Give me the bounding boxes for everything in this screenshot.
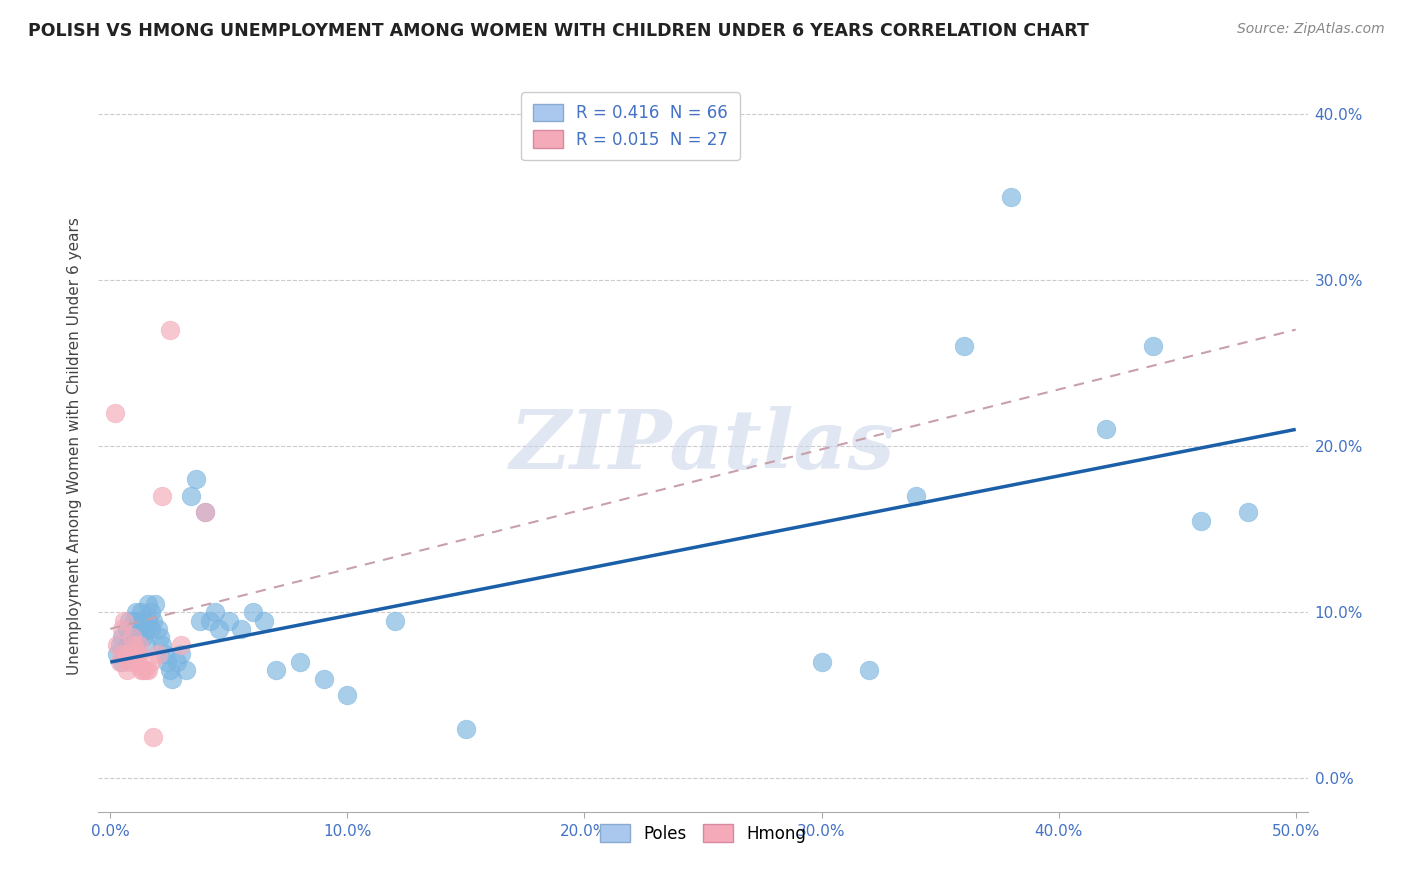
Point [253,614,276,628]
Point [136,614,159,628]
Point [114,647,136,661]
Point [198,614,221,628]
Point [111,630,134,644]
Point [132,664,155,678]
Point [115,664,138,678]
Point [125,605,148,619]
Point [118,614,141,628]
Point [190,614,212,628]
Point [229,622,252,636]
Point [135,622,157,636]
Point [114,614,136,628]
Point [810,655,832,669]
Point [139,622,162,636]
Point [115,639,138,653]
Point [135,639,157,653]
Point [159,664,181,678]
Point [121,639,143,653]
Point [160,672,183,686]
Point [208,622,231,636]
Text: ZIPatlas: ZIPatlas [510,406,896,486]
Point [118,655,141,669]
Point [159,323,181,337]
Point [384,614,406,628]
Point [152,489,174,503]
Point [122,639,145,653]
Point [118,630,141,644]
Point [170,647,193,661]
Point [139,655,162,669]
Point [111,622,134,636]
Point [1095,422,1118,436]
Point [142,730,165,744]
Point [142,614,165,628]
Point [149,630,172,644]
Point [121,630,143,644]
Point [105,647,128,661]
Point [152,639,174,653]
Point [111,655,134,669]
Legend: Poles, Hmong: Poles, Hmong [592,816,814,851]
Point [204,605,226,619]
Point [180,489,202,503]
Point [122,647,145,661]
Point [264,664,287,678]
Point [121,647,143,661]
Point [129,605,152,619]
Point [135,664,157,678]
Point [104,406,127,420]
Point [125,639,148,653]
Point [218,614,240,628]
Point [111,647,134,661]
Point [905,489,928,503]
Point [1142,339,1164,353]
Text: Source: ZipAtlas.com: Source: ZipAtlas.com [1237,22,1385,37]
Point [143,597,166,611]
Point [1189,514,1212,528]
Point [122,614,145,628]
Point [194,506,217,520]
Point [115,647,138,661]
Point [139,605,162,619]
Point [128,614,150,628]
Point [122,630,145,644]
Point [136,664,159,678]
Point [156,655,179,669]
Point [454,722,477,736]
Point [1000,189,1022,203]
Point [170,639,193,653]
Text: POLISH VS HMONG UNEMPLOYMENT AMONG WOMEN WITH CHILDREN UNDER 6 YEARS CORRELATION: POLISH VS HMONG UNEMPLOYMENT AMONG WOMEN… [28,22,1090,40]
Point [132,630,155,644]
Point [129,622,152,636]
Point [242,605,264,619]
Point [858,664,880,678]
Point [108,655,131,669]
Point [1237,506,1260,520]
Point [128,630,150,644]
Point [129,664,152,678]
Point [312,672,335,686]
Point [115,622,138,636]
Point [166,655,188,669]
Point [336,689,359,703]
Y-axis label: Unemployment Among Women with Children Under 6 years: Unemployment Among Women with Children U… [67,217,83,675]
Point [121,622,143,636]
Point [146,622,169,636]
Point [128,639,150,653]
Point [132,614,155,628]
Point [288,655,311,669]
Point [105,639,128,653]
Point [174,664,197,678]
Point [108,639,131,653]
Point [153,647,176,661]
Point [184,472,207,486]
Point [128,647,150,661]
Point [194,506,217,520]
Point [146,647,169,661]
Point [125,655,148,669]
Point [125,622,148,636]
Point [952,339,974,353]
Point [136,597,159,611]
